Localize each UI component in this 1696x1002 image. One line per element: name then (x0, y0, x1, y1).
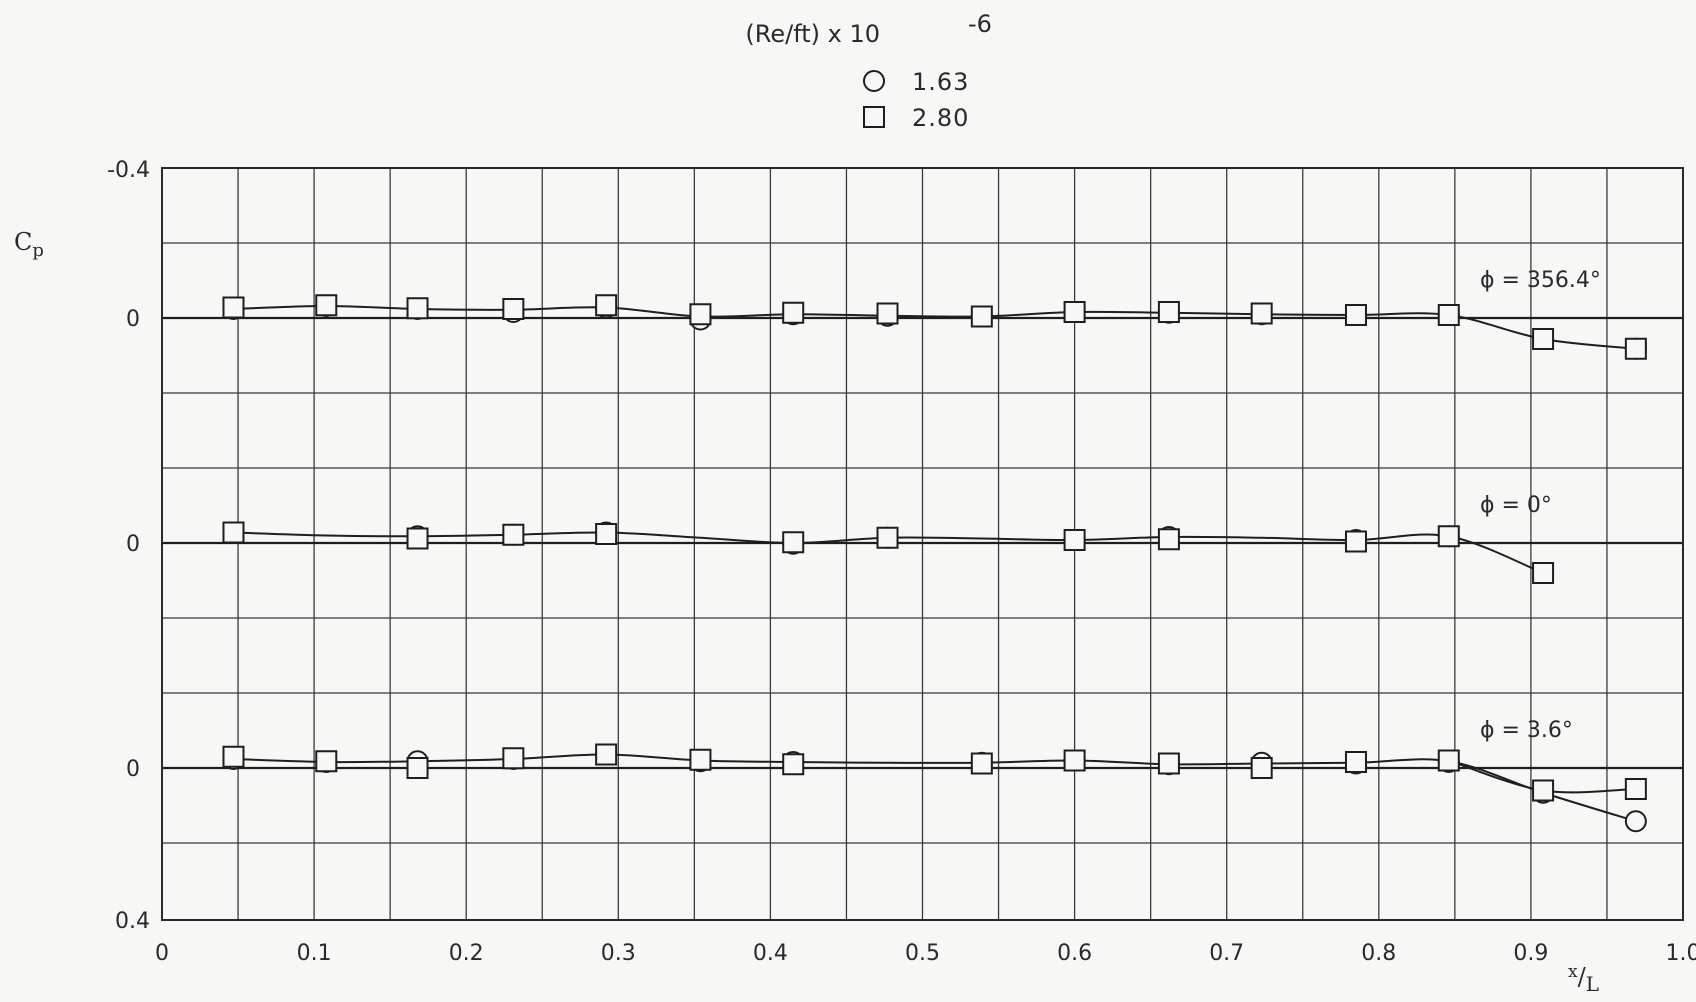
data-point-square (222, 521, 245, 544)
panel-label-356-4: ϕ = 356.4° (1480, 268, 1601, 293)
plot-frame (161, 167, 1684, 921)
data-point-square (782, 531, 805, 554)
data-point-square (222, 745, 245, 768)
fairing-curve-panel-1 (233, 304, 1636, 350)
zero-label-panel-1: 0 (126, 307, 140, 332)
legend-circle-marker (863, 70, 885, 92)
legend-label-square: 2.80 (912, 104, 969, 132)
x-tick-label: 0.7 (1209, 941, 1244, 966)
panel-label-3-6: ϕ = 3.6° (1480, 718, 1573, 743)
y-top-label: -0.4 (107, 158, 150, 183)
data-point-square (1157, 528, 1180, 551)
data-point-square (1344, 530, 1367, 553)
x-tick-label: 0.9 (1513, 941, 1548, 966)
data-point-circle (1624, 810, 1647, 833)
data-point-square (1157, 752, 1180, 775)
data-point-square (1250, 302, 1273, 325)
data-point-square (1437, 749, 1460, 772)
data-point-square (876, 526, 899, 549)
x-tick-label: 1.0 (1666, 941, 1696, 966)
x-axis-label: x/L (1568, 962, 1599, 996)
data-point-square (1344, 751, 1367, 773)
data-point-square (502, 298, 525, 320)
data-point-square (1157, 301, 1180, 323)
data-point-square (970, 305, 993, 328)
data-point-square (689, 748, 712, 771)
data-point-square (689, 303, 712, 326)
x-tick-label: 0.8 (1361, 941, 1396, 966)
zero-label-panel-3: 0 (126, 757, 140, 782)
data-point-square (970, 752, 993, 775)
y-axis-label: Cp (14, 228, 44, 261)
data-point-square (876, 302, 899, 325)
data-point-square (1437, 525, 1460, 548)
x-tick-label: 0 (155, 941, 169, 966)
data-point-square (1624, 337, 1647, 360)
legend-square-marker (863, 106, 885, 128)
data-point-square (595, 523, 618, 545)
data-point-square (1250, 757, 1273, 779)
legend-label-circle: 1.63 (912, 68, 969, 96)
axis-tick-labels: 0 0.1 0.2 0.3 0.4 0.5 0.6 0.7 0.8 0.9 1.0 (155, 941, 1696, 966)
data-point-square (1063, 301, 1086, 323)
data-point-square (782, 753, 805, 776)
data-point-square (222, 296, 245, 319)
y-bottom-label: 0.4 (115, 909, 150, 934)
panel-label-0: ϕ = 0° (1480, 493, 1552, 518)
data-point-square (406, 297, 429, 320)
data-markers (222, 294, 1647, 833)
fairing-curve-panel-3 (233, 753, 1637, 823)
legend: (Re/ft) x 10 -6 1.63 2.80 (745, 10, 992, 132)
x-tick-label: 0.1 (297, 941, 332, 966)
data-point-square (1532, 562, 1555, 584)
x-tick-label: 0.3 (601, 941, 636, 966)
x-tick-label: 0.4 (753, 941, 788, 966)
data-point-square (502, 747, 525, 770)
data-point-square (406, 757, 429, 779)
data-point-square (1437, 304, 1460, 326)
data-point-square (502, 523, 525, 546)
x-tick-label: 0.2 (449, 941, 484, 966)
legend-title-exponent: -6 (968, 10, 992, 38)
x-tick-label: 0.5 (905, 941, 940, 966)
data-point-square (595, 294, 618, 317)
data-point-square (1063, 749, 1086, 772)
curves (233, 304, 1637, 823)
data-point-square (1532, 328, 1555, 350)
data-point-square (1624, 778, 1647, 800)
data-point-square (315, 750, 338, 773)
legend-title: (Re/ft) x 10 (745, 20, 880, 48)
data-point-square (1532, 779, 1555, 802)
data-point-square (595, 743, 618, 766)
zero-label-panel-2: 0 (126, 532, 140, 557)
data-point-square (1063, 529, 1086, 551)
x-tick-label: 0.6 (1057, 941, 1092, 966)
data-point-square (406, 527, 429, 550)
data-point-square (1344, 304, 1367, 326)
data-point-square (782, 301, 805, 324)
data-point-square (315, 294, 338, 317)
